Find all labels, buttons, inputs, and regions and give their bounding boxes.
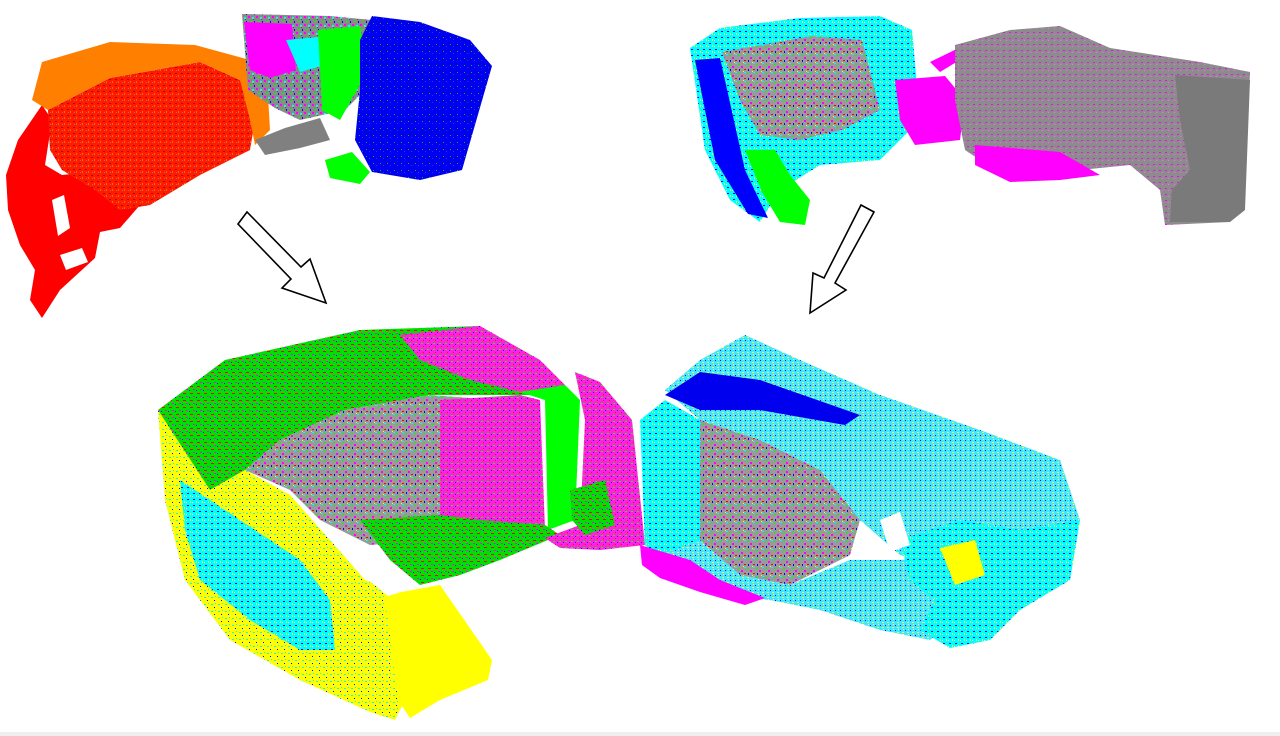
magenta-connector: [895, 76, 965, 145]
room-interior: [722, 36, 880, 140]
red-wall-segment: [6, 105, 140, 318]
orange-ceiling-slab: [32, 42, 270, 145]
blue-side-wall: [695, 58, 768, 218]
merged-left-wall-cyan: [180, 480, 335, 650]
merged-ceiling-slats: [400, 326, 565, 392]
scan-gap: [52, 195, 88, 270]
arrow-right: [809, 203, 876, 315]
merged-green-wall: [520, 385, 580, 530]
merged-magenta-connector: [545, 372, 645, 550]
magenta-floor: [975, 145, 1100, 182]
bottom-border: [0, 732, 1280, 736]
merged-interior-redwall: [440, 395, 545, 545]
merged-right-interior: [700, 420, 860, 585]
top-left-partial-scan: [6, 14, 492, 318]
magenta-wall-band: [244, 22, 296, 78]
merged-yellow-panel: [385, 585, 492, 718]
merged-gap: [345, 535, 408, 596]
green-furniture: [318, 26, 368, 120]
merged-right-jagged: [900, 520, 1080, 648]
arrow-right-shape: [809, 203, 876, 315]
arrow-left-shape: [236, 210, 328, 305]
merged-door-green: [570, 480, 615, 535]
merged-yellow-patch: [940, 540, 985, 585]
bottom-merged-reconstruction: [158, 326, 1080, 720]
merged-right-gap: [880, 512, 910, 552]
gray-wall-dark: [1170, 75, 1250, 222]
merged-floor: [360, 515, 560, 585]
top-right-partial-scan: [690, 16, 1250, 225]
merged-right-wall: [640, 400, 700, 560]
merged-interior-left: [245, 395, 470, 545]
merged-magenta-floor: [640, 545, 765, 605]
merged-blue-beam: [665, 372, 860, 425]
green-table-base: [325, 152, 370, 184]
green-floor-strip: [745, 150, 810, 225]
blue-cabinet: [355, 16, 492, 180]
merged-right-floor: [660, 540, 980, 640]
gray-floor-piece: [255, 118, 330, 155]
arrow-left: [236, 210, 328, 305]
red-scanned-surface: [48, 62, 255, 210]
